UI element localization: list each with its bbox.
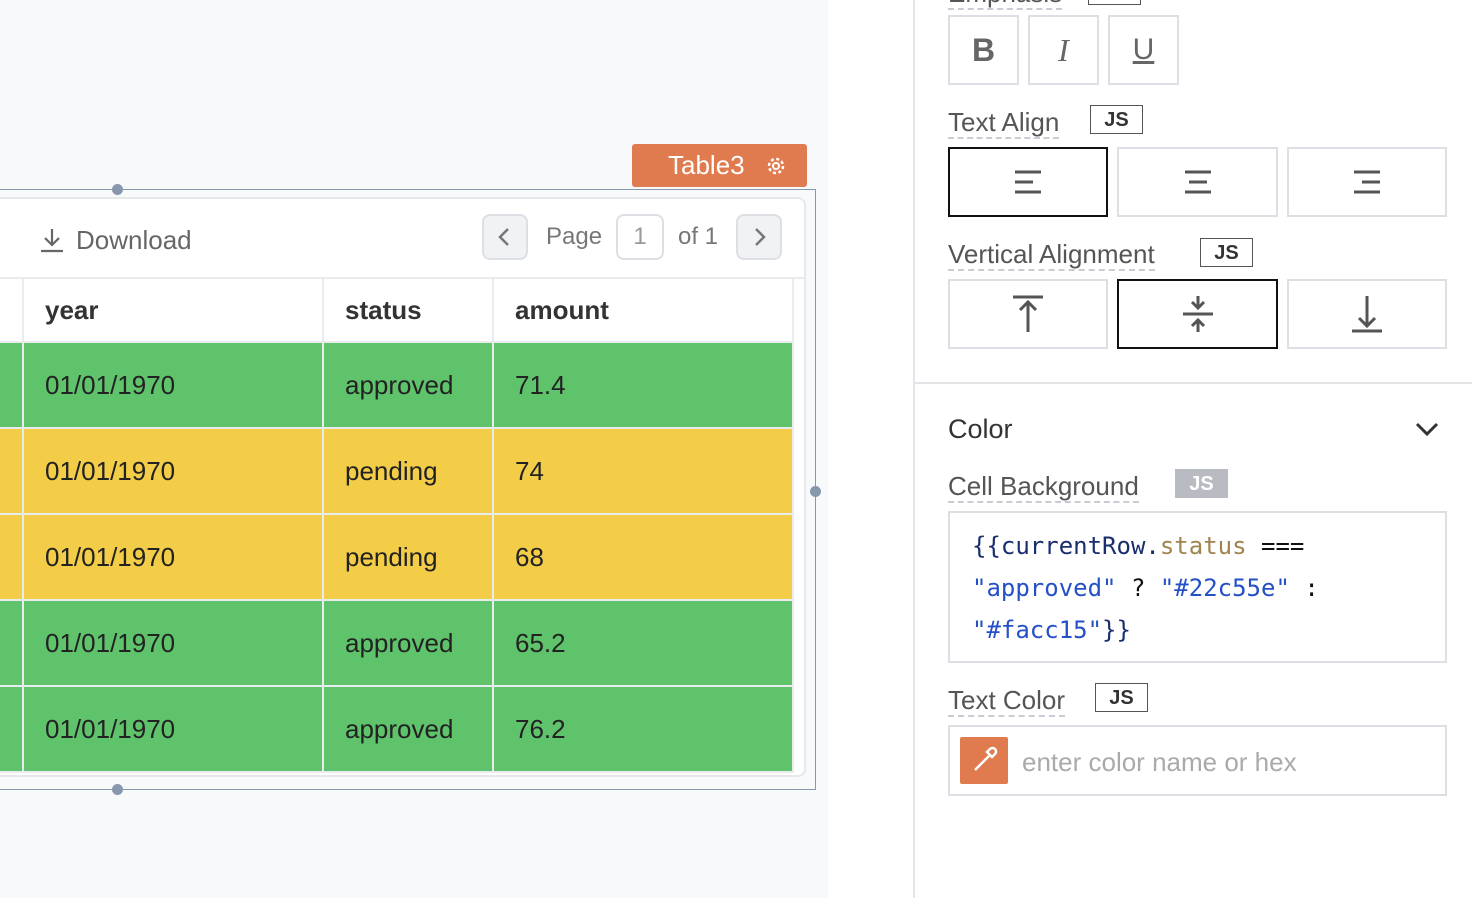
align-right[interactable] [1287,147,1447,217]
resize-handle[interactable] [112,784,123,795]
cell-background-label: Cell Background [948,471,1139,503]
cell[interactable]: 71.4 [494,343,794,429]
code-token: : [1289,574,1319,602]
cell [0,343,24,429]
color-placeholder: enter color name or hex [1022,747,1297,777]
align-center[interactable] [1117,147,1278,217]
code-token: }} [1102,616,1131,644]
code-token: "approved" [972,574,1117,602]
header-cell[interactable]: amount [494,279,794,343]
js-badge[interactable]: JS [1088,0,1141,5]
code-token: "#facc15" [972,616,1103,644]
gear-icon [767,157,785,175]
color-section-title: Color [948,414,1013,444]
icon [1013,295,1043,332]
cell[interactable]: approved [324,687,494,773]
code-line: "#facc15"}} [972,609,1445,651]
download-button[interactable]: Download [38,225,192,255]
cell[interactable]: pending [324,429,494,515]
header-cell [0,279,24,343]
header-cell[interactable]: year [24,279,324,343]
code-editor[interactable]: {{currentRow.status === "approved" ? "#22… [948,511,1447,663]
cell[interactable]: 01/01/1970 [24,601,324,687]
code-token: === [1246,532,1305,560]
cell [0,601,24,687]
cell[interactable]: 01/01/1970 [24,343,324,429]
download-icon [41,229,63,253]
valign-bottom[interactable] [1287,279,1447,349]
cell[interactable]: approved [324,343,494,429]
download-label: Download [76,224,192,255]
resize-handle[interactable] [112,184,123,195]
vertical-alignment-label: Vertical Alignment [948,239,1155,271]
chevron-left [498,228,509,246]
code-token: status [1159,532,1247,560]
next-page[interactable] [736,214,782,260]
cell[interactable]: 68 [494,515,794,601]
page-label: Page [546,223,603,250]
code-line: {{currentRow.status === [972,525,1445,567]
header-cell[interactable]: status [324,279,494,343]
bold-button[interactable]: B [948,15,1019,85]
icon [1184,170,1211,194]
chevron-right [755,228,766,246]
cell[interactable]: 01/01/1970 [24,687,324,773]
widget-tag[interactable]: Table3 [632,144,807,187]
icon [1354,170,1380,194]
eyedropper-icon [974,746,998,771]
js-badge[interactable]: JS [1200,238,1253,267]
cell[interactable]: approved [324,601,494,687]
prev-page[interactable] [482,214,528,260]
color-picker-button[interactable] [960,737,1008,784]
table-grid: year status amount 01/01/1970 approved 71.4 01… [0,277,804,775]
collapse-chevron[interactable] [1413,418,1441,440]
cell[interactable]: 01/01/1970 [24,429,324,515]
text-align-label: Text Align [948,107,1060,139]
cell[interactable]: 65.2 [494,601,794,687]
js-badge-active[interactable]: JS [1175,469,1228,498]
cell [0,687,24,773]
text-color-label: Text Color [948,685,1066,717]
resize-handle[interactable] [810,486,821,497]
divider [915,382,1472,384]
color-input[interactable]: enter color name or hex [948,725,1447,796]
cell[interactable]: 76.2 [494,687,794,773]
property-panel: Emphasis JS B I U Text Align JS Vertical… [913,0,1472,898]
cell[interactable]: pending [324,515,494,601]
cell [0,429,24,515]
valign-top[interactable] [948,279,1108,349]
icon [1182,296,1213,332]
cell[interactable]: 01/01/1970 [24,515,324,601]
italic-button[interactable]: I [1028,15,1099,85]
cell[interactable]: 74 [494,429,794,515]
code-token: {{currentRow. [972,532,1160,560]
table-card: Download Page 1 of 1 year status amount 01/… [0,197,806,777]
text-style-section: Emphasis JS B I U Text Align JS Vertical… [915,0,1472,383]
js-badge[interactable]: JS [1095,683,1148,712]
underline-button[interactable]: U [1108,15,1179,85]
page-input[interactable]: 1 [616,214,664,260]
canvas: Table3 Download Page 1 of 1 year status am… [0,144,821,795]
js-badge[interactable]: JS [1090,105,1143,134]
emphasis-label: Emphasis [948,0,1063,10]
valign-middle[interactable] [1117,279,1278,349]
code-token: ? [1116,574,1160,602]
icon [1352,296,1382,333]
cell [0,515,24,601]
widget-name: Table3 [668,150,745,180]
code-token: "#22c55e" [1159,574,1290,602]
page-count: of 1 [678,223,719,250]
icon [1015,170,1041,194]
align-left[interactable] [948,147,1108,217]
code-line: "approved" ? "#22c55e" : [972,567,1445,609]
